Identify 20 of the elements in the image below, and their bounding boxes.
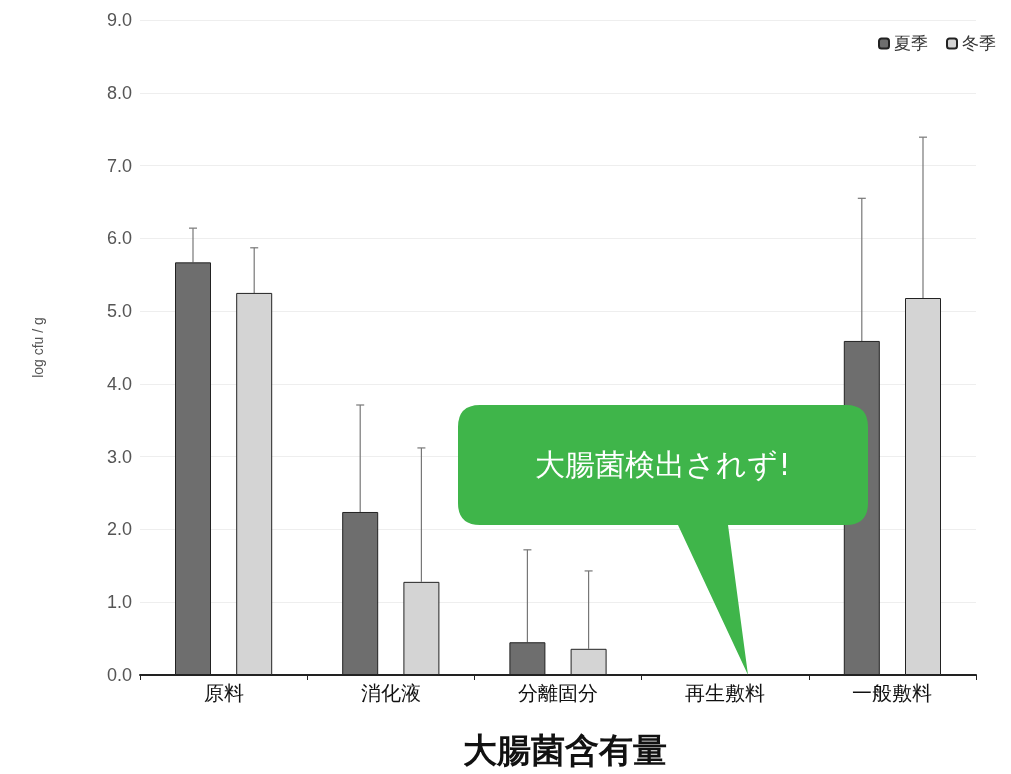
x-tick-label: 分離固分: [518, 682, 598, 704]
y-tick-label: 8.0: [106, 82, 132, 103]
legend-label: 夏季: [894, 34, 928, 53]
x-tick-label: 原料: [203, 682, 244, 704]
text: 大腸菌含有量: [463, 731, 667, 769]
annotation: 大腸菌検出されず!: [534, 446, 792, 484]
y-tick-label: 5.0: [106, 301, 132, 322]
y-axis-title: log cfu / g: [30, 317, 46, 378]
x-tick-label: 一般敷料: [852, 682, 933, 704]
y-tick-label: 1.0: [106, 592, 132, 613]
y-tick-label: 6.0: [106, 228, 132, 249]
y-tick-label: 0.0: [106, 665, 132, 685]
y-tick-label: 7.0: [106, 155, 132, 176]
x-tick-label: 消化液: [360, 682, 421, 704]
y-tick-label: 2.0: [106, 519, 132, 540]
y-tick-label: 4.0: [106, 373, 132, 394]
x-tick-label: 再生敷料: [685, 682, 766, 704]
legend-label: 冬季: [962, 34, 996, 53]
y-tick-label: 9.0: [106, 10, 132, 30]
y-tick-label: 3.0: [106, 446, 132, 467]
